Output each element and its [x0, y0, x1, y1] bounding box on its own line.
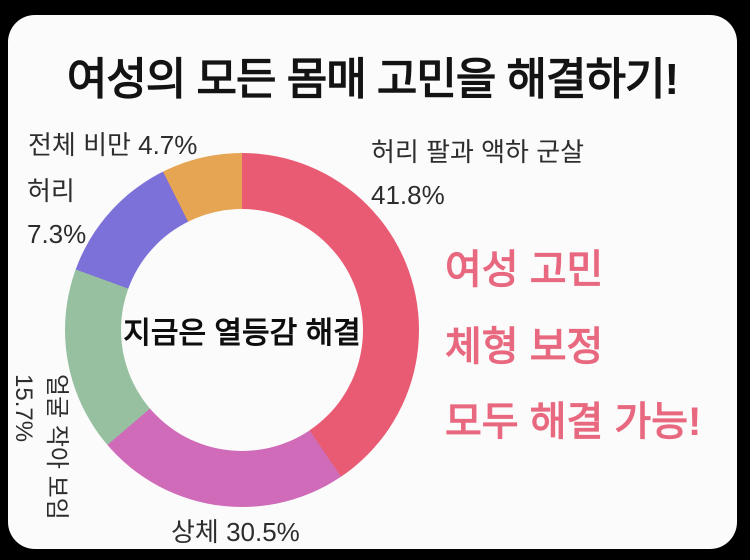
promo-line-2: 체형 보정 [445, 325, 604, 369]
label-upper-body: 상체 30.5% [171, 517, 300, 547]
label-total-obesity: 전체 비만 4.7% [28, 130, 198, 160]
donut-chart: 지금은 열등감 해결 [65, 153, 419, 507]
promo-text: 여성 고민 체형 보정 모두 해결 가능! [445, 237, 737, 457]
label-waist: 허리 7.3% [27, 170, 86, 256]
infographic-card: 여성의 모든 몸매 고민을 해결하기! 지금은 열등감 해결 전체 비만 4.7… [8, 15, 737, 549]
label-waist-arm-underarm-name: 허리 팔과 액하 군살 [371, 137, 585, 167]
promo-line-3: 모두 해결 가능! [445, 400, 702, 444]
page-title: 여성의 모든 몸매 고민을 해결하기! [66, 55, 679, 104]
label-waist-arm-underarm-value: 41.8% [371, 180, 445, 210]
donut-center-label: 지금은 열등감 해결 [123, 317, 361, 350]
label-waist-arm-underarm: 허리 팔과 액하 군살 41.8% [371, 131, 584, 217]
label-waist-name: 허리 [27, 176, 75, 206]
label-waist-value: 7.3% [27, 219, 87, 249]
donut-hole: 지금은 열등감 해결 [121, 209, 363, 451]
label-smaller-face-value: 15.7% [10, 374, 37, 443]
label-smaller-face: 얼굴 작아 보임 15.7% [7, 374, 73, 538]
label-smaller-face-name: 얼굴 작아 보임 [43, 374, 70, 520]
promo-line-1: 여성 고민 [445, 248, 604, 292]
